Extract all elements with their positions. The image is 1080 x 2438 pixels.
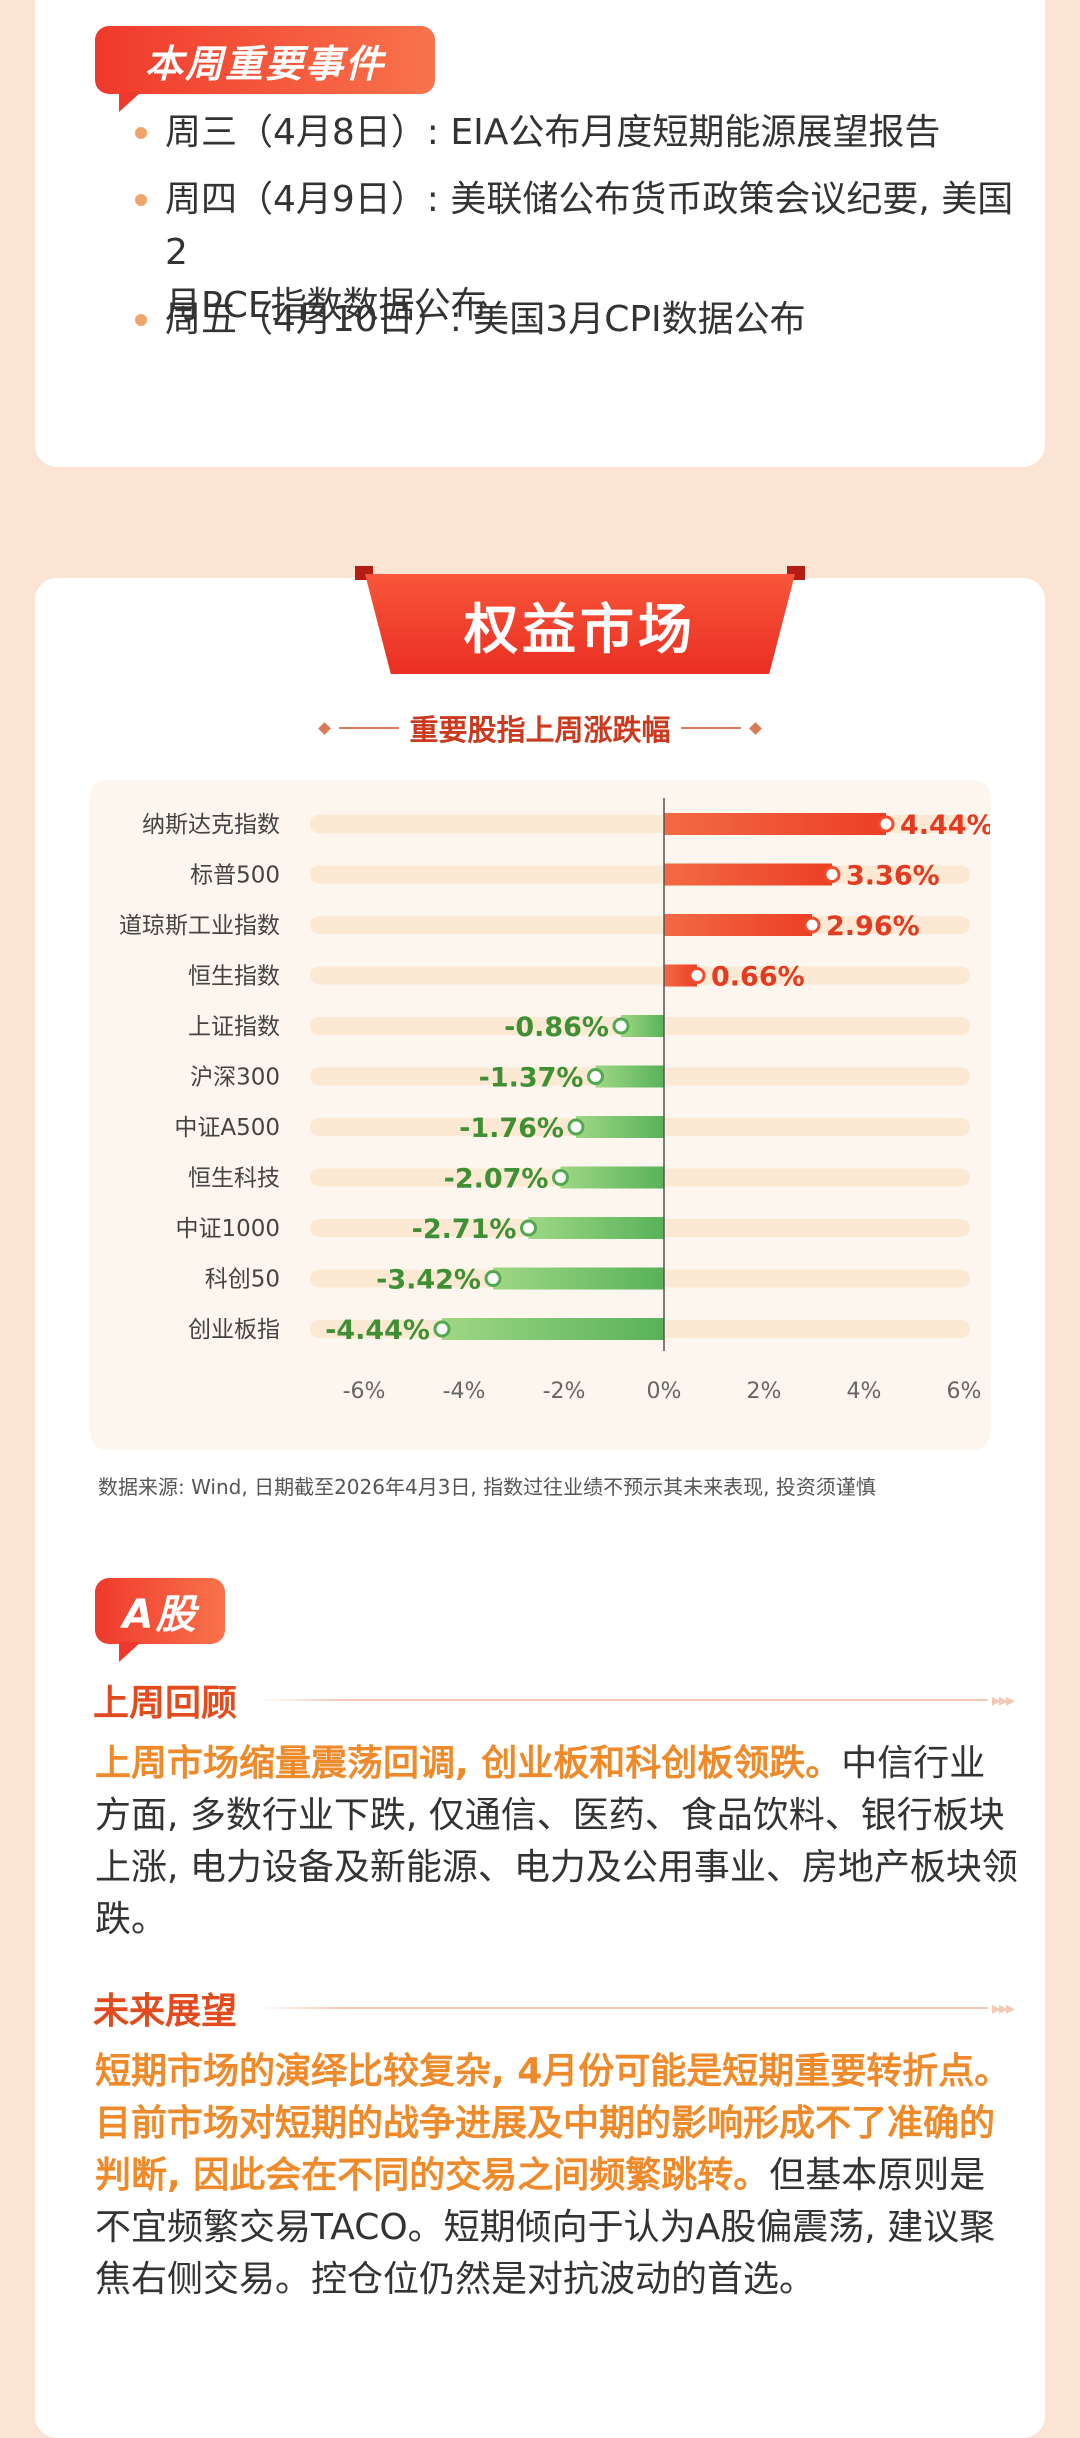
- bar-negative: [576, 1116, 664, 1138]
- source-note: 数据来源: Wind, 日期截至2026年4月3日, 指数过往业绩不预示其未来表…: [98, 1475, 876, 1499]
- value-label: 2.96%: [826, 911, 920, 942]
- arrows-icon: ▸▸▸: [991, 1689, 1015, 1711]
- value-label: -1.37%: [479, 1063, 584, 1094]
- event-item: 周五（4月10日）: 美国3月CPI数据公布: [135, 293, 1035, 346]
- bar-positive: [664, 813, 886, 835]
- category-label: 中证1000: [175, 1216, 280, 1242]
- tag-tail: [119, 1642, 141, 1662]
- bar-end-marker: [567, 1118, 585, 1136]
- heading-line: [257, 1699, 988, 1701]
- events-card: 本周重要事件 周三（4月8日）: EIA公布月度短期能源展望报告 周四（4月9日…: [35, 0, 1045, 467]
- x-tick-label: -4%: [443, 1379, 486, 1404]
- event-item: 周三（4月8日）: EIA公布月度短期能源展望报告: [135, 106, 1035, 159]
- a-share-tag-label: A股: [122, 1592, 198, 1638]
- x-tick-label: 0%: [647, 1379, 682, 1404]
- review-text: 中信行业方面, 多数行业下跌, 仅通信、医药、食品饮料、银行板块上涨, 电力设备…: [95, 1743, 1018, 1940]
- diamond-icon: [748, 721, 762, 735]
- diamond-icon: [318, 721, 332, 735]
- title-line: [339, 727, 400, 729]
- x-tick-label: -2%: [543, 1379, 586, 1404]
- review-highlight: 上周市场缩量震荡回调, 创业板和科创板领跌。: [95, 1743, 842, 1784]
- event-item: 周四（4月9日）: 美联储公布货币政策会议纪要, 美国2 月PCE指数数据公布: [135, 173, 1035, 332]
- x-tick-label: 6%: [947, 1379, 982, 1404]
- bar-end-marker: [587, 1068, 604, 1085]
- value-label: 3.36%: [846, 861, 940, 892]
- tag-tail: [119, 92, 141, 112]
- value-label: -2.07%: [444, 1164, 549, 1195]
- category-label: 标普500: [190, 863, 280, 889]
- event-text: 周三（4月8日）: EIA公布月度短期能源展望报告: [165, 112, 941, 153]
- heading-line: [257, 2007, 988, 2009]
- bar-end-marker: [688, 967, 706, 984]
- bar-positive: [664, 914, 812, 936]
- bar-end-marker: [484, 1270, 502, 1287]
- bar-positive: [664, 863, 832, 886]
- bar-negative: [528, 1217, 664, 1239]
- category-label: 中证A500: [174, 1115, 280, 1141]
- events-tag-label: 本周重要事件: [144, 41, 385, 86]
- category-label: 恒生指数: [188, 964, 280, 990]
- category-label: 科创50: [205, 1267, 280, 1293]
- outlook-heading: 未来展望: [93, 1991, 238, 2032]
- chart-panel: 纳斯达克指数 4.44% 标普500 3.36% 道琼斯工业指数 2.96% 恒生指数 0.6…: [90, 780, 990, 1450]
- review-paragraph: 上周市场缩量震荡回调, 创业板和科创板领跌。中信行业方面, 多数行业下跌, 仅通…: [95, 1738, 1020, 1946]
- category-label: 纳斯达克指数: [142, 812, 280, 838]
- event-text-cont: 月PCE指数数据公布: [165, 285, 487, 326]
- bar-end-marker: [552, 1169, 569, 1186]
- a-share-tag: A股: [95, 1578, 225, 1662]
- review-heading: 上周回顾: [93, 1683, 238, 1724]
- category-label: 上证指数: [188, 1014, 280, 1040]
- bar-end-marker: [612, 1017, 630, 1035]
- value-label: -3.42%: [376, 1265, 481, 1296]
- title-line: [680, 727, 741, 729]
- outlook-highlight: 短期市场的演绎比较复杂, 4月份可能是短期重要转折点。目前市场对短期的战争进展及…: [95, 2051, 1011, 2196]
- value-label: -2.71%: [412, 1214, 517, 1245]
- bar-end-marker: [803, 916, 821, 934]
- x-tick-label: 2%: [747, 1379, 782, 1404]
- bar-negative: [493, 1267, 664, 1290]
- value-label: -1.76%: [459, 1113, 564, 1144]
- x-tick-label: 4%: [847, 1379, 882, 1404]
- bar-end-marker: [877, 815, 895, 833]
- value-label: 4.44%: [900, 810, 990, 841]
- value-label: -0.86%: [504, 1012, 609, 1043]
- arrows-icon: ▸▸▸: [991, 1997, 1015, 2019]
- category-label: 创业板指: [188, 1317, 280, 1343]
- market-card: 权益市场 重要股指上周涨跌幅 纳斯达克指数 4.44% 标普500 3.36% 道琼斯工…: [35, 566, 1045, 2438]
- bullet-dot-icon: [135, 314, 147, 326]
- bar-end-marker: [433, 1320, 451, 1338]
- bar-track: [310, 966, 970, 985]
- bar-negative: [621, 1015, 664, 1037]
- category-label: 道琼斯工业指数: [119, 913, 280, 939]
- bar-end-marker: [823, 866, 841, 883]
- events-tag: 本周重要事件: [95, 26, 435, 112]
- category-label: 恒生科技: [188, 1166, 280, 1192]
- bullet-dot-icon: [135, 194, 147, 206]
- outlook-paragraph: 短期市场的演绎比较复杂, 4月份可能是短期重要转折点。目前市场对短期的战争进展及…: [95, 2046, 1020, 2306]
- x-tick-label: -6%: [343, 1379, 386, 1404]
- value-label: 0.66%: [711, 962, 805, 993]
- bar-chart: 纳斯达克指数 4.44% 标普500 3.36% 道琼斯工业指数 2.96% 恒生指数 0.6…: [119, 798, 990, 1404]
- review-heading-row: 上周回顾 ▸▸▸: [93, 1678, 1015, 1724]
- category-label: 沪深300: [190, 1065, 280, 1091]
- bar-end-marker: [520, 1219, 537, 1237]
- value-label: -4.44%: [325, 1315, 430, 1346]
- bar-negative: [595, 1065, 664, 1088]
- section-ribbon: 权益市场: [355, 566, 805, 678]
- outlook-heading-row: 未来展望 ▸▸▸: [93, 1986, 1015, 2032]
- chart-title-row: 重要股指上周涨跌幅: [35, 708, 1045, 748]
- ribbon-title: 权益市场: [365, 574, 795, 674]
- bar-negative: [442, 1318, 664, 1340]
- bar-negative: [560, 1166, 664, 1189]
- bar-positive: [664, 964, 697, 987]
- event-text: 周四（4月9日）: 美联储公布货币政策会议纪要, 美国2: [165, 179, 1014, 273]
- chart-title: 重要股指上周涨跌幅: [409, 713, 671, 747]
- outlook-text: 但基本原则是不宜频繁交易TACO。短期倾向于认为A股偏震荡, 建议聚焦右侧交易。…: [95, 2155, 996, 2300]
- bullet-dot-icon: [135, 127, 147, 139]
- event-text: 周五（4月10日）: 美国3月CPI数据公布: [165, 299, 806, 340]
